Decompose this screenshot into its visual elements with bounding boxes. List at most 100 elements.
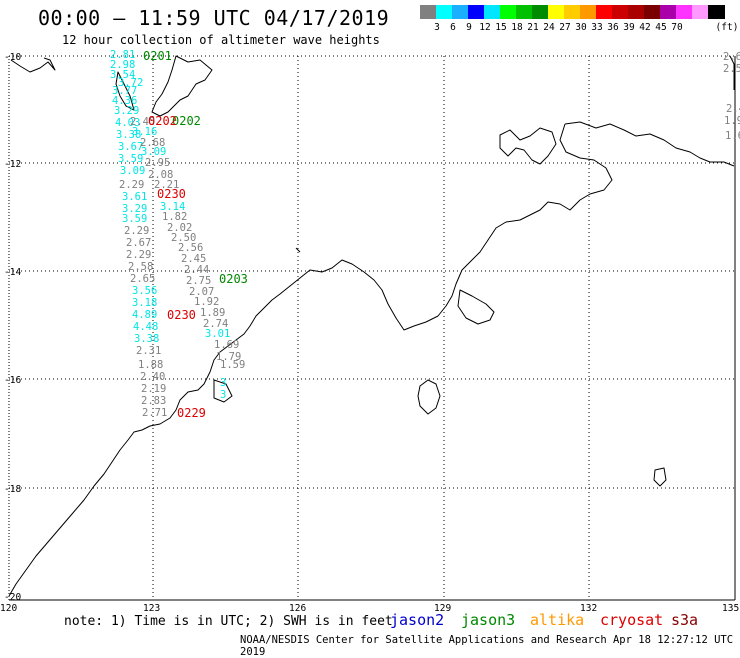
- wave-height-value: 2.44: [184, 264, 210, 276]
- legend-swatch: [644, 5, 661, 19]
- legend-label: 33: [591, 22, 603, 33]
- wave-height-value: 1.59: [220, 359, 246, 371]
- legend-label: 24: [543, 22, 555, 33]
- wave-height-value: 2.81: [110, 49, 136, 61]
- wave-height-value: 3.72: [118, 77, 144, 89]
- satellite-name: s3a: [671, 611, 699, 629]
- coastline: [8, 55, 735, 597]
- wave-height-value: 4.03: [115, 117, 141, 129]
- wave-height-value: 1.88: [138, 359, 164, 371]
- wave-height-value: 3.38: [134, 333, 160, 345]
- latitude-label: -10: [4, 52, 22, 63]
- pass-time-label: 0230: [167, 308, 196, 322]
- wave-height-value: 2.45: [130, 116, 156, 128]
- wave-height-value: 3.59: [122, 213, 148, 225]
- satellite-name: cryosat: [600, 611, 664, 629]
- satellite-name: altika: [530, 611, 585, 629]
- longitude-label: 135: [722, 603, 740, 614]
- legend-label: 3: [434, 22, 440, 33]
- longitude-label: 132: [580, 603, 598, 614]
- legend-label: 30: [575, 22, 587, 33]
- longitude-label: 120: [0, 603, 18, 614]
- pass-time-label: 0201: [143, 49, 172, 63]
- wave-height-value: 2.07: [189, 286, 215, 298]
- wave-height-value: 3.56: [132, 285, 158, 297]
- wave-height-value: 2.74: [203, 318, 229, 330]
- wave-height-value: 2.49: [726, 103, 740, 115]
- pass-time-label: 0229: [177, 406, 206, 420]
- legend-label: 9: [466, 22, 472, 33]
- wave-height-value: 3.16: [132, 126, 158, 138]
- legend-swatch: [548, 5, 565, 19]
- wave-height-value: 2.6: [723, 51, 740, 63]
- wave-height-value: 1.82: [162, 211, 188, 223]
- legend-swatch: [484, 5, 501, 19]
- legend-swatch: [596, 5, 613, 19]
- wave-height-value: 2.95: [145, 157, 171, 169]
- legend-swatch: [660, 5, 677, 19]
- wave-height-value: 2.08: [148, 169, 174, 181]
- legend-unit: (ft): [715, 22, 739, 33]
- wave-height-value: 3.38: [116, 129, 142, 141]
- wave-height-value: 3.59: [118, 153, 144, 165]
- wave-height-value: 3.67: [118, 141, 144, 153]
- wave-height-value: 2.54: [723, 63, 740, 75]
- wave-height-value: 2.50: [171, 232, 197, 244]
- wave-height-value: 3.54: [110, 69, 136, 81]
- wave-height-value: 3: [220, 389, 227, 401]
- wave-height-value: 3.09: [120, 165, 146, 177]
- legend-label: 12: [479, 22, 491, 33]
- wave-height-value: 2.40: [140, 371, 166, 383]
- longitude-label: 126: [289, 603, 307, 614]
- legend-swatch: [500, 5, 517, 19]
- wave-height-value: 3.29: [122, 203, 148, 215]
- legend-swatch: [564, 5, 581, 19]
- wave-height-value: 2.31: [136, 345, 162, 357]
- wave-height-value: 3: [220, 377, 227, 389]
- wave-height-value: 3.09: [141, 146, 167, 158]
- latitude-label: -20: [4, 592, 22, 603]
- wave-height-value: 1.67: [725, 130, 740, 142]
- legend-label: 39: [623, 22, 635, 33]
- legend-swatch: [580, 5, 597, 19]
- wave-height-value: 1.97: [724, 115, 740, 127]
- legend-swatch: [676, 5, 693, 19]
- legend-label: 18: [511, 22, 523, 33]
- latitude-label: -18: [4, 484, 22, 495]
- latitude-label: -16: [4, 375, 22, 386]
- map-title: 00:00 – 11:59 UTC 04/17/2019: [38, 6, 390, 30]
- pass-time-label: 0203: [219, 272, 248, 286]
- longitude-label: 123: [143, 603, 161, 614]
- wave-height-value: 2.68: [140, 137, 166, 149]
- legend-swatch: [628, 5, 645, 19]
- credit-line: NOAA/NESDIS Center for Satellite Applica…: [240, 634, 734, 658]
- wave-height-value: 3.29: [114, 105, 140, 117]
- wave-height-value: 2.21: [154, 179, 180, 191]
- latitude-label: -12: [4, 159, 22, 170]
- wave-height-value: 2.75: [186, 275, 212, 287]
- map-subtitle: 12 hour collection of altimeter wave hei…: [62, 33, 380, 47]
- wave-height-value: 2.56: [178, 242, 204, 254]
- legend-label: 45: [655, 22, 667, 33]
- wave-height-value: 2.65: [130, 273, 156, 285]
- legend-swatch: [532, 5, 549, 19]
- wave-height-value: 3.77: [112, 85, 138, 97]
- pass-time-label: 0230: [157, 187, 186, 201]
- wave-height-value: 2.83: [141, 395, 167, 407]
- wave-height-value: 2.71: [142, 407, 168, 419]
- longitude-label: 129: [434, 603, 452, 614]
- wave-height-value: 1.92: [194, 296, 220, 308]
- legend-swatch: [420, 5, 437, 19]
- legend-label: 15: [495, 22, 507, 33]
- wave-height-value: 2.98: [110, 59, 136, 71]
- pass-time-label: 0202: [172, 114, 201, 128]
- legend-swatch: [692, 5, 709, 19]
- wave-height-value: 3.18: [132, 297, 158, 309]
- wave-height-value: 4.36: [112, 95, 138, 107]
- legend-swatch: [452, 5, 469, 19]
- legend-swatch: [468, 5, 485, 19]
- graticule: [9, 55, 735, 600]
- map-frame: [8, 56, 736, 601]
- wave-height-value: 2.29: [126, 249, 152, 261]
- wave-height-value: 2.19: [141, 383, 167, 395]
